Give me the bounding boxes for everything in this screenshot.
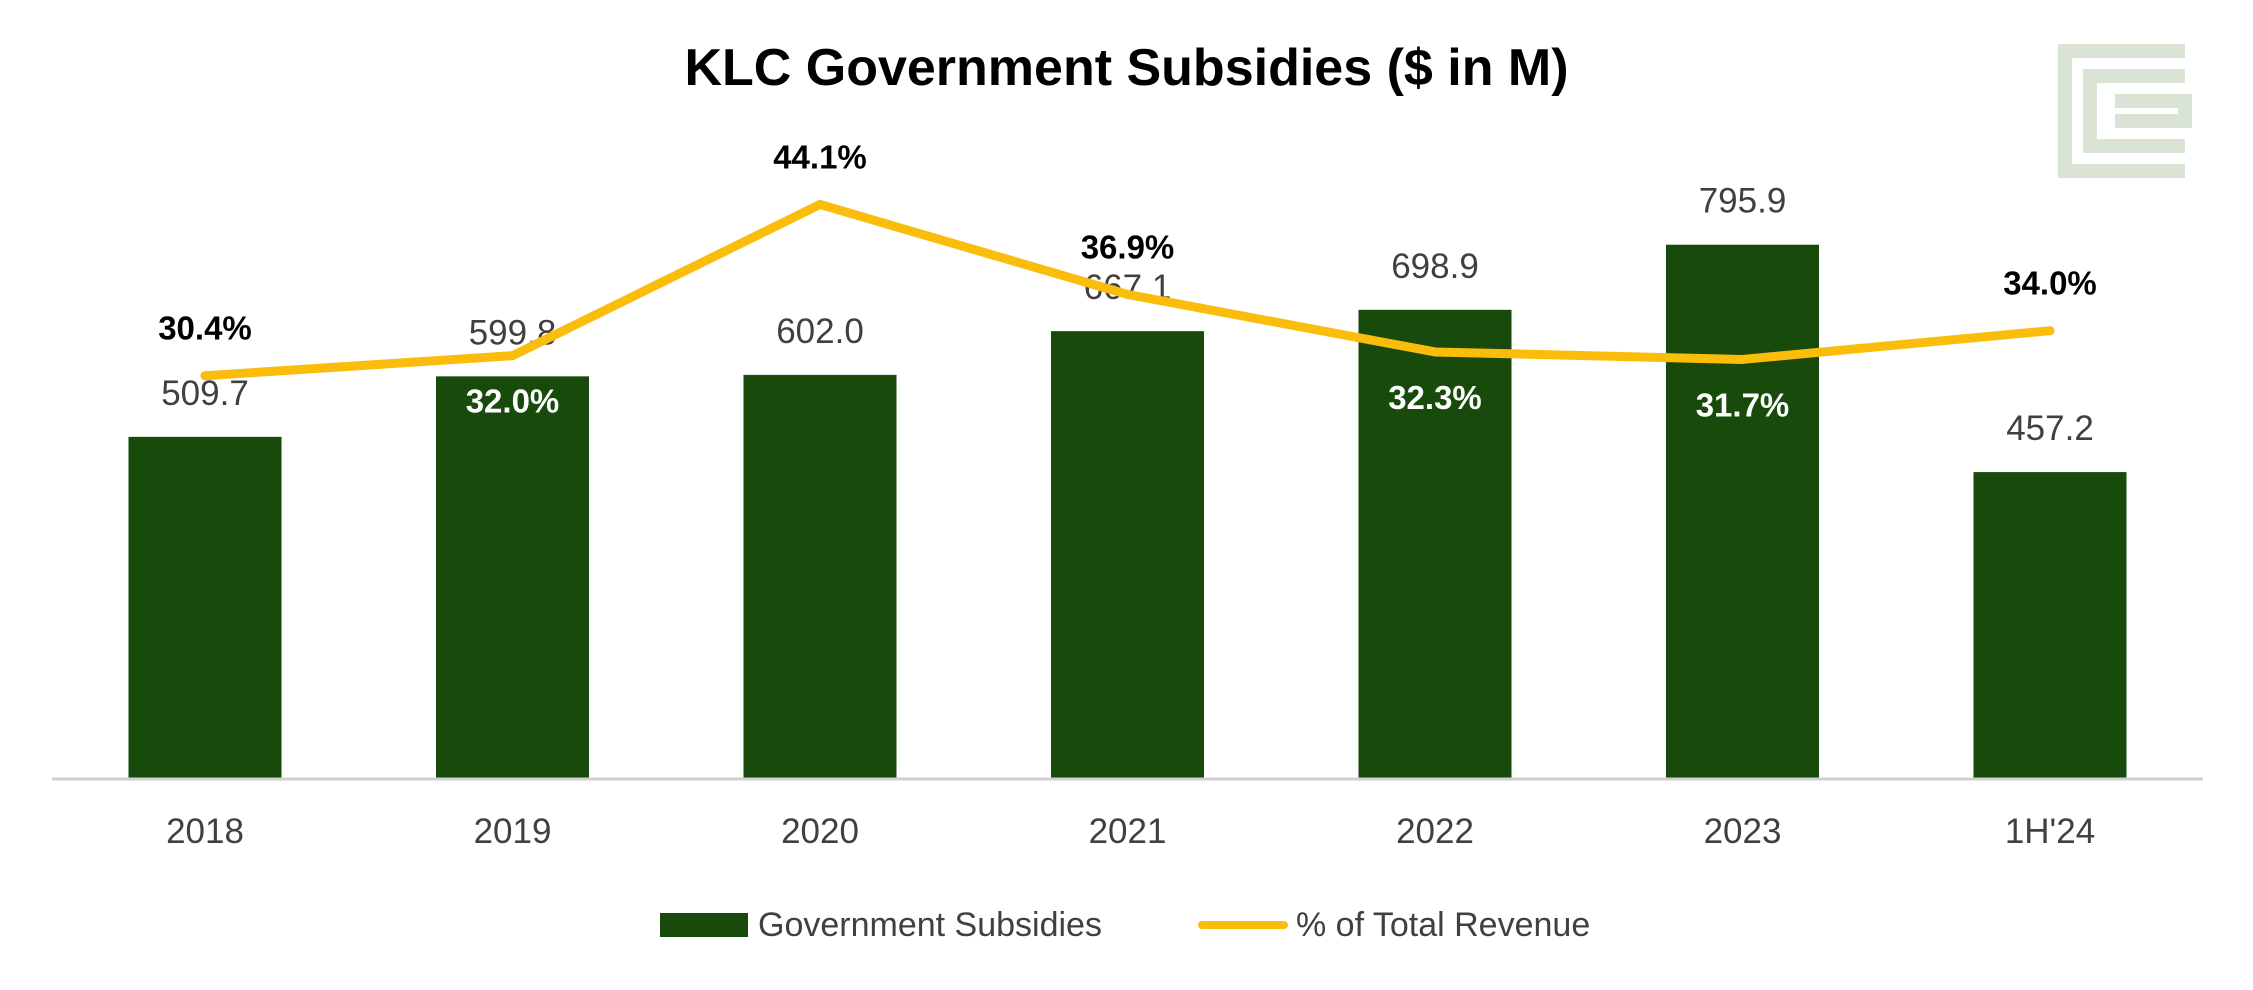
line-point	[2045, 326, 2055, 336]
x-tick-label: 2023	[1704, 812, 1782, 851]
legend-swatch-line	[1198, 921, 1288, 929]
x-tick-label: 2021	[1089, 812, 1167, 851]
bar-2020	[743, 374, 897, 779]
bar-2018	[128, 436, 282, 779]
x-tick-label: 2018	[166, 812, 244, 851]
bar-2019	[436, 376, 589, 779]
chart-title: KLC Government Subsidies ($ in M)	[684, 39, 1569, 97]
bar-value-label: 795.9	[1699, 182, 1787, 221]
bar-2022	[1358, 309, 1512, 779]
line-point	[508, 351, 517, 361]
x-axis-ticks: 2018 2019 2020 2021 2022 2023 1H'24	[166, 812, 2095, 851]
line-value-label: 31.7%	[1696, 386, 1790, 423]
legend-item-pct-total-revenue: % of Total Revenue	[1198, 900, 1590, 950]
bar-value-label: 599.8	[469, 313, 557, 352]
line-point	[1430, 347, 1440, 357]
bar-series-government-subsidies	[128, 244, 2127, 779]
bar-value-label: 602.0	[776, 312, 864, 351]
legend: Government Subsidies % of Total Revenue	[0, 900, 2253, 950]
x-tick-label: 2020	[781, 812, 859, 851]
bar-value-label: 698.9	[1391, 247, 1479, 286]
line-point	[1123, 289, 1132, 299]
line-value-label: 36.9%	[1081, 228, 1175, 265]
bar-2021	[1051, 331, 1204, 779]
legend-swatch-bar	[660, 913, 748, 937]
line-value-label: 32.3%	[1388, 379, 1482, 416]
bar-2023	[1666, 244, 1819, 779]
legend-item-government-subsidies: Government Subsidies	[660, 900, 1102, 950]
line-point	[1738, 354, 1747, 364]
legend-label: % of Total Revenue	[1296, 905, 1591, 944]
bar-value-label: 457.2	[2006, 409, 2094, 448]
line-value-label: 30.4%	[158, 310, 252, 347]
line-series-pct-revenue	[200, 199, 2055, 381]
line-value-label: 34.0%	[2003, 265, 2097, 302]
x-tick-label: 2019	[474, 812, 552, 851]
line-value-label: 32.0%	[466, 383, 560, 420]
legend-label: Government Subsidies	[758, 905, 1102, 944]
line-point	[815, 199, 825, 209]
x-tick-label: 2022	[1396, 812, 1474, 851]
line-value-label: 44.1%	[773, 138, 867, 175]
line-value-labels: 30.4% 32.0% 44.1% 36.9% 32.3% 31.7% 34.0%	[158, 138, 2097, 423]
firm-logo-icon	[2058, 44, 2192, 178]
x-tick-label: 1H'24	[2005, 812, 2095, 851]
bar-1H24	[1973, 472, 2127, 779]
line-point	[200, 371, 210, 381]
bar-value-label: 509.7	[161, 374, 249, 413]
